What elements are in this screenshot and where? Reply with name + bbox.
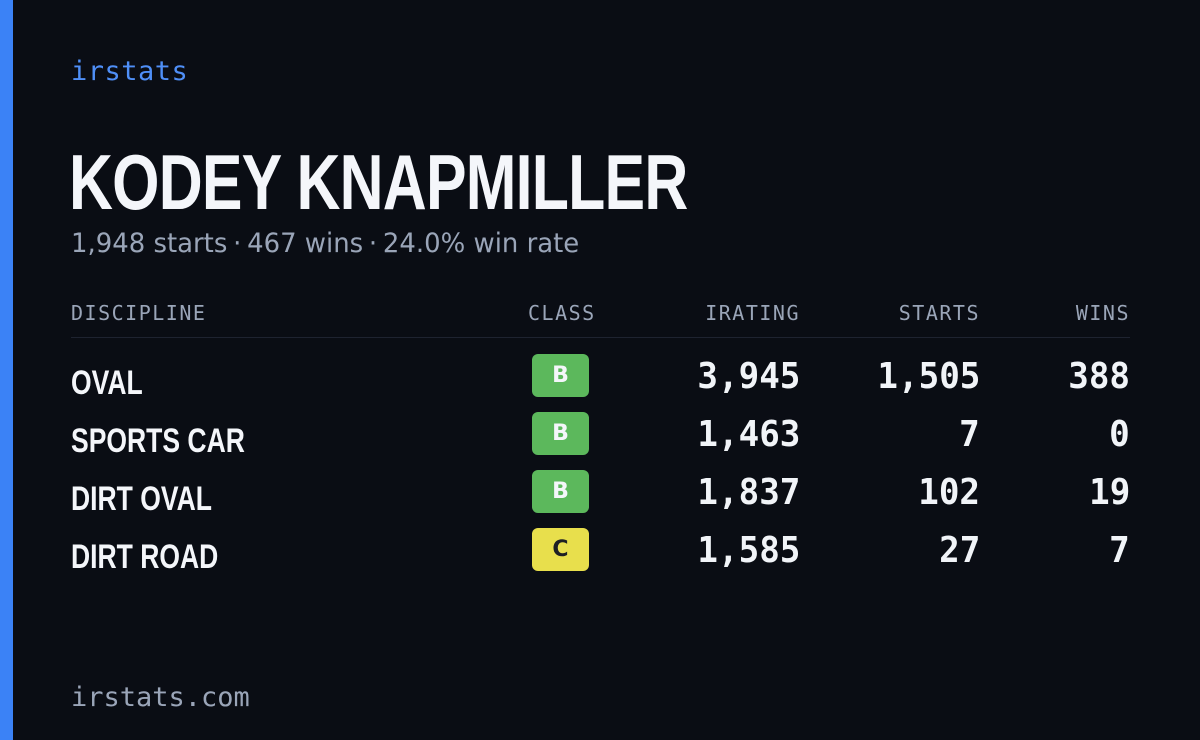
class-badge: C <box>532 528 589 571</box>
class-badge: B <box>532 354 589 397</box>
discipline-name: DIRT ROAD <box>71 538 219 576</box>
accent-bar <box>0 0 13 740</box>
class-badge: B <box>532 412 589 455</box>
player-summary: 1,948 starts · 467 wins · 24.0% win rate <box>71 228 579 259</box>
irating-value: 1,463 <box>697 414 800 455</box>
header-wins: WINS <box>1075 301 1130 325</box>
header-discipline: DISCIPLINE <box>71 301 207 325</box>
irating-value: 1,837 <box>697 472 800 513</box>
class-badge: B <box>532 470 589 513</box>
header-irating: IRATING <box>705 301 800 325</box>
wins-value: 388 <box>1068 356 1130 397</box>
wins-value: 7 <box>1109 530 1130 571</box>
wins-value: 19 <box>1088 472 1130 513</box>
table-row: OVAL B 3,945 1,505 388 <box>71 354 1130 412</box>
irating-value: 1,585 <box>697 530 800 571</box>
discipline-name: OVAL <box>71 364 143 402</box>
table-row: DIRT ROAD C 1,585 27 7 <box>71 528 1130 586</box>
table-header: DISCIPLINE CLASS IRATING STARTS WINS <box>71 296 1130 338</box>
starts-value: 102 <box>918 472 980 513</box>
separator: · <box>368 228 378 259</box>
irating-value: 3,945 <box>697 356 800 397</box>
starts-value: 27 <box>938 530 980 571</box>
table-row: SPORTS CAR B 1,463 7 0 <box>71 412 1130 470</box>
wins-value: 0 <box>1109 414 1130 455</box>
starts-value: 7 <box>959 414 980 455</box>
discipline-name: SPORTS CAR <box>71 422 245 460</box>
wins-summary: 467 wins <box>247 228 364 259</box>
discipline-name: DIRT OVAL <box>71 480 212 518</box>
footer-url[interactable]: irstats.com <box>71 682 250 713</box>
table-row: DIRT OVAL B 1,837 102 19 <box>71 470 1130 528</box>
header-class: CLASS <box>528 301 596 325</box>
player-name: KODEY KNAPMILLER <box>69 138 688 226</box>
stats-table: DISCIPLINE CLASS IRATING STARTS WINS OVA… <box>71 296 1130 576</box>
starts-summary: 1,948 starts <box>71 228 228 259</box>
header-starts: STARTS <box>898 301 980 325</box>
win-rate-summary: 24.0% win rate <box>382 228 580 259</box>
brand-logo[interactable]: irstats <box>71 56 189 87</box>
starts-value: 1,505 <box>877 356 980 397</box>
table-body: OVAL B 3,945 1,505 388 SPORTS CAR B 1,46… <box>71 354 1130 586</box>
separator: · <box>233 228 242 259</box>
